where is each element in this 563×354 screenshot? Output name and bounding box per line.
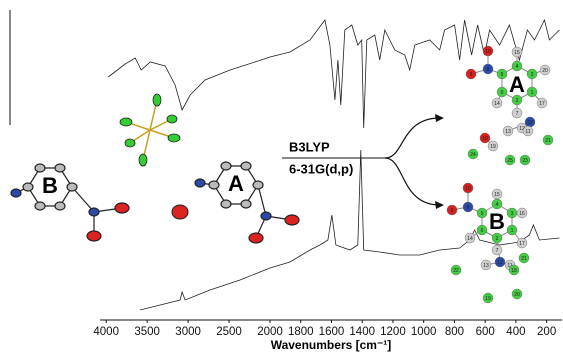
atom-label: 11 — [525, 129, 530, 135]
atom-label: 12 — [497, 260, 503, 266]
molecule-b-exp — [11, 164, 129, 241]
atom-label: 16 — [519, 211, 525, 217]
x-tick-label: 3000 — [175, 326, 201, 338]
x-tick-label: 800 — [445, 326, 464, 338]
atom-label: 25 — [507, 158, 513, 164]
atom-label: 21 — [545, 138, 551, 144]
atom-label: 1 — [511, 228, 514, 234]
x-tick-label: 1000 — [411, 326, 437, 338]
anion — [120, 94, 180, 166]
atom-label: 17 — [539, 101, 545, 107]
atom-label: 6 — [481, 228, 484, 234]
label-a-calc: A — [509, 72, 525, 97]
atom-label: 22 — [527, 120, 533, 126]
atom-label: 10 — [465, 186, 471, 192]
atom-label: 15 — [514, 50, 520, 56]
atom-label: 8 — [487, 67, 490, 73]
arrowhead-a — [435, 114, 444, 122]
atom-label: 18 — [511, 268, 517, 274]
atom-label: 1 — [531, 90, 534, 96]
spectrum — [108, 20, 559, 128]
water — [172, 205, 188, 219]
label-b: B — [42, 173, 58, 198]
atom-label: 20 — [514, 292, 520, 298]
atom-label: 8 — [467, 205, 470, 211]
x-tick-label: 1200 — [380, 326, 406, 338]
chart: B3LYP 6-31G(d,p) B A Wavenumbers [cm⁻¹] … — [0, 0, 563, 354]
arrow-a — [385, 118, 440, 158]
atom-label: 20 — [542, 68, 548, 74]
atom-label: 3 — [511, 211, 514, 217]
atom-label: 14 — [467, 236, 473, 242]
atom-label: 22 — [453, 268, 459, 274]
atom-label: 15 — [494, 192, 500, 198]
atom-label: 4 — [496, 202, 499, 208]
x-axis-label: Wavenumbers [cm⁻¹] — [271, 338, 392, 352]
atom-label: 6 — [501, 90, 504, 96]
atom-label: 3 — [531, 72, 534, 78]
arrow-b — [385, 158, 440, 205]
x-tick-label: 1600 — [319, 326, 345, 338]
atom-label: 21 — [521, 256, 527, 262]
atom-label: 13 — [505, 129, 511, 135]
x-tick-label: 600 — [476, 326, 495, 338]
x-tick-label: 2000 — [257, 326, 283, 338]
x-tick-label: 400 — [506, 326, 525, 338]
atom-label: 19 — [490, 144, 496, 150]
x-tick-label: 1400 — [349, 326, 375, 338]
atom-label: 2 — [496, 236, 499, 242]
x-tick-label: 4000 — [93, 326, 119, 338]
atom-label: 5 — [481, 211, 484, 217]
atom-label: 17 — [519, 241, 525, 247]
atom-label: 4 — [516, 64, 519, 70]
x-tick-label: 1800 — [288, 326, 314, 338]
x-tick-label: 3500 — [134, 326, 160, 338]
label-b-calc: B — [489, 209, 505, 234]
atom-label: 2 — [516, 98, 519, 104]
atom-label: 9 — [470, 72, 473, 78]
atom-label: 23 — [522, 158, 528, 164]
atom-label: 13 — [483, 263, 489, 269]
x-tick-label: 200 — [537, 326, 556, 338]
atom-label: 10 — [485, 49, 491, 55]
atom-label: 7 — [516, 111, 519, 117]
atom-label: 24 — [470, 152, 476, 158]
atom-label: 19 — [485, 296, 491, 302]
atom-label: 9 — [451, 208, 454, 214]
basis: 6-31G(d,p) — [289, 161, 353, 176]
method: B3LYP — [289, 139, 330, 154]
x-tick-label: 2500 — [216, 326, 242, 338]
atom-label: 7 — [496, 248, 499, 254]
atom-label: 5 — [501, 72, 504, 78]
arrowhead-b — [435, 201, 444, 209]
atom-label: 18 — [482, 136, 488, 142]
molecule-a-exp — [195, 162, 299, 243]
label-a: A — [228, 171, 244, 196]
atom-label: 14 — [494, 101, 500, 107]
